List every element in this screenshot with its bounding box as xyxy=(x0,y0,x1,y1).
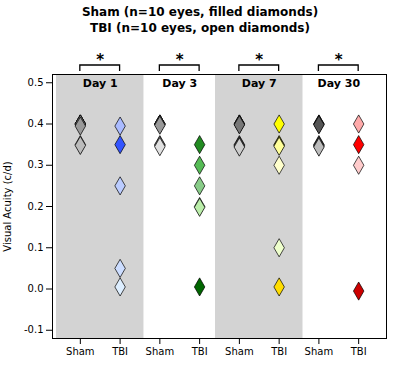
svg-text:*: * xyxy=(255,51,263,69)
svg-text:Sham: Sham xyxy=(225,346,254,357)
svg-text:TBI: TBI xyxy=(191,346,208,357)
svg-text:0.2: 0.2 xyxy=(28,201,44,212)
svg-text:Day 1: Day 1 xyxy=(83,77,118,90)
svg-text:0.3: 0.3 xyxy=(28,159,44,170)
svg-text:*: * xyxy=(96,51,104,69)
svg-text:0.5: 0.5 xyxy=(28,77,44,88)
svg-text:TBI: TBI xyxy=(270,346,287,357)
svg-text:Day 3: Day 3 xyxy=(162,77,197,90)
svg-text:TBI: TBI xyxy=(350,346,367,357)
svg-text:TBI: TBI xyxy=(111,346,128,357)
svg-text:Sham: Sham xyxy=(305,346,334,357)
svg-text:Day 7: Day 7 xyxy=(242,77,277,90)
svg-text:0.1: 0.1 xyxy=(28,242,44,253)
svg-text:*: * xyxy=(335,51,343,69)
svg-text:-0.1: -0.1 xyxy=(24,324,44,335)
svg-text:Day 30: Day 30 xyxy=(318,77,361,90)
svg-text:Visual Acuity (c/d): Visual Acuity (c/d) xyxy=(2,161,13,251)
svg-text:0.4: 0.4 xyxy=(28,118,44,129)
svg-text:Sham: Sham xyxy=(66,346,95,357)
html-text:Sham (n=10 eyes, filled diamon: Sham (n=10 eyes, filled diamonds) TBI (n… xyxy=(81,5,319,35)
svg-text:0.0: 0.0 xyxy=(28,283,44,294)
svg-text:Sham: Sham xyxy=(146,346,175,357)
svg-text:*: * xyxy=(176,51,184,69)
